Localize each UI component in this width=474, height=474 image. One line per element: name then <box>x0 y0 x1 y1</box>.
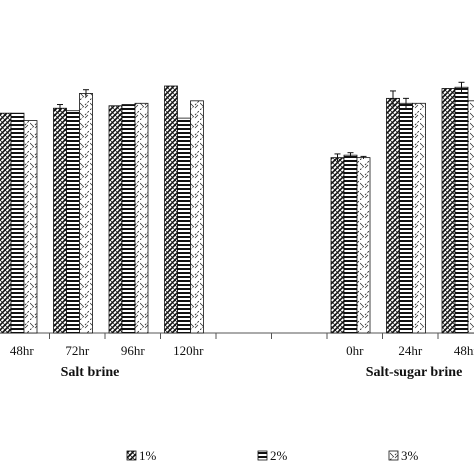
bar-2pct-96hr <box>121 104 136 334</box>
group-label: Salt-sugar brine <box>366 365 463 380</box>
bar-1pct-72hr <box>53 107 67 334</box>
bar-1pct-96hr <box>108 105 123 334</box>
bar-2pct-24hr <box>399 102 413 334</box>
legend-label: 1% <box>139 448 157 463</box>
x-tick-label: 48hr <box>10 343 35 358</box>
legend-swatch <box>388 450 399 461</box>
x-tick-label: 120hr <box>173 343 204 358</box>
bar-3pct-0hr <box>356 157 371 334</box>
bar-3pct-96hr <box>134 102 149 334</box>
x-tick-label: 48hr <box>454 343 474 358</box>
bar-3pct-24hr <box>412 102 426 334</box>
x-tick-label: 72hr <box>65 343 90 358</box>
bar-1pct-24hr <box>386 97 400 334</box>
bar-3pct-48hr <box>23 120 38 334</box>
x-tick-label: 0hr <box>346 343 364 358</box>
bar-2pct-0hr <box>343 154 358 334</box>
bar-3pct-120hr <box>190 100 204 334</box>
legend-swatch <box>257 450 268 461</box>
bar-2pct-48hr <box>10 112 25 334</box>
legend-label: 3% <box>401 448 419 463</box>
bar-2pct-120hr <box>177 117 191 334</box>
plot-area <box>0 81 474 339</box>
x-tick-label: 24hr <box>398 343 423 358</box>
x-tick-label: 96hr <box>121 343 146 358</box>
bar-3pct-72hr <box>79 93 93 334</box>
legend-label: 2% <box>270 448 288 463</box>
legend: 1% 2% 3% <box>126 448 419 463</box>
bar-2pct-48hr <box>454 86 469 334</box>
bar-2pct-72hr <box>66 110 80 334</box>
bar-3pct-48hr <box>467 100 474 334</box>
bar-1pct-0hr <box>330 157 345 334</box>
bar-1pct-48hr <box>0 112 12 334</box>
bar-1pct-48hr <box>441 88 456 334</box>
legend-swatch <box>126 450 137 461</box>
bar-1pct-120hr <box>164 85 178 334</box>
axis-labels: 48hr 72hr 96hr 120hr 0hr 24hr 48hr Salt brine Sa… <box>10 343 474 380</box>
group-label: Salt brine <box>61 365 120 380</box>
